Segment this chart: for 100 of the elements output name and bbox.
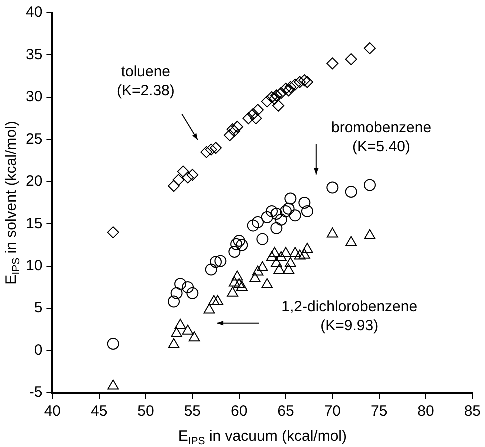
point — [188, 332, 200, 342]
y-tick-label: -5 — [29, 384, 43, 402]
point — [174, 318, 186, 329]
point — [284, 257, 296, 268]
point — [364, 179, 376, 192]
point — [170, 287, 183, 300]
point — [205, 264, 218, 276]
x-tick-label: 60 — [230, 403, 248, 420]
point — [247, 220, 260, 232]
point — [256, 233, 269, 246]
point — [272, 100, 285, 112]
point — [172, 174, 185, 186]
point — [200, 146, 213, 158]
point — [174, 278, 187, 290]
point — [228, 246, 241, 258]
point — [204, 304, 216, 314]
point — [298, 197, 311, 209]
y-tick-label: 25 — [26, 130, 43, 148]
y-tick-label: 35 — [26, 46, 43, 64]
point — [210, 142, 222, 154]
point — [262, 278, 274, 288]
x-tick-label: 55 — [184, 403, 202, 420]
point — [298, 74, 311, 87]
point — [266, 251, 278, 262]
point — [269, 247, 280, 258]
point — [301, 76, 314, 88]
x-tick-label: 50 — [138, 403, 154, 420]
point — [284, 81, 297, 94]
point — [289, 210, 302, 222]
point — [250, 272, 261, 282]
annotation: toluene (K=2.38) — [116, 63, 175, 100]
point — [270, 222, 283, 234]
point — [252, 266, 264, 276]
point — [227, 286, 239, 297]
point — [186, 287, 199, 300]
point — [266, 205, 278, 218]
point — [234, 278, 246, 288]
point — [266, 91, 278, 104]
point — [230, 238, 243, 250]
point — [326, 228, 338, 238]
point — [283, 264, 294, 274]
y-axis-title: EIPS in solvent (kcal/mol) — [3, 121, 22, 285]
point — [275, 214, 288, 226]
x-tick-label: 75 — [370, 403, 388, 420]
annotation: bromobenzene (K=5.40) — [331, 119, 432, 156]
point — [261, 96, 274, 108]
point — [302, 242, 314, 253]
point — [250, 112, 262, 125]
point — [280, 83, 292, 95]
point — [252, 216, 264, 228]
point — [270, 90, 283, 102]
point — [364, 42, 376, 54]
point — [276, 251, 288, 262]
point — [168, 180, 180, 192]
point — [107, 226, 120, 239]
point — [182, 324, 194, 335]
point — [214, 255, 227, 268]
point — [224, 129, 236, 142]
x-tick-label: 65 — [278, 403, 294, 420]
point — [294, 250, 306, 260]
y-tick-label: 30 — [26, 88, 43, 106]
point — [168, 296, 180, 308]
x-tick-label: 45 — [91, 403, 108, 420]
x-tick-label: 80 — [418, 403, 434, 420]
point — [252, 104, 264, 116]
point — [345, 53, 358, 66]
point — [232, 270, 244, 281]
point — [182, 281, 194, 294]
point — [268, 93, 281, 106]
point — [236, 239, 248, 252]
point — [270, 257, 282, 268]
y-tick-label: 10 — [26, 257, 43, 274]
point — [345, 186, 358, 198]
y-tick-label: 20 — [26, 173, 43, 190]
point — [231, 121, 244, 133]
point — [233, 235, 246, 247]
point — [270, 208, 283, 220]
point — [326, 58, 339, 70]
point — [290, 247, 302, 258]
point — [274, 264, 286, 274]
point — [177, 166, 190, 178]
point — [301, 205, 314, 218]
point — [282, 202, 295, 215]
point — [168, 338, 180, 348]
point — [208, 295, 220, 306]
annotation: 1,2-dichlorobenzene (K=9.93) — [282, 298, 418, 335]
point — [256, 262, 268, 272]
point — [280, 247, 292, 258]
y-tick-label: 40 — [26, 4, 43, 22]
y-tick-label: 15 — [26, 215, 43, 232]
point — [346, 236, 358, 246]
point — [210, 256, 222, 268]
point — [236, 280, 248, 291]
x-tick-label: 70 — [324, 403, 342, 420]
point — [289, 78, 302, 91]
x-tick-label: 85 — [464, 403, 481, 420]
point — [326, 182, 339, 194]
y-tick-label: 5 — [34, 300, 43, 317]
point — [364, 229, 376, 240]
point — [261, 211, 274, 224]
